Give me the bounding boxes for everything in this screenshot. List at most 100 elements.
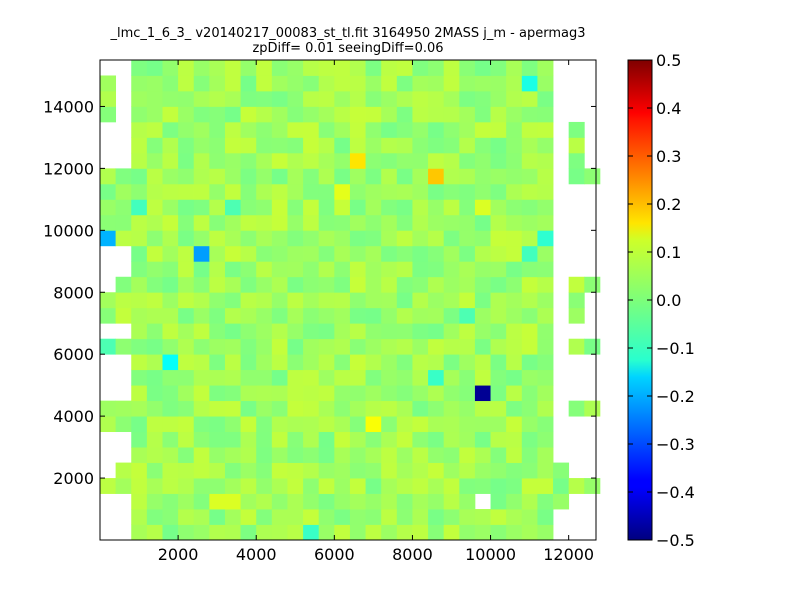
heatmap-cell bbox=[240, 416, 257, 433]
heatmap-cell bbox=[100, 230, 117, 247]
heatmap-cell bbox=[365, 509, 382, 525]
heatmap-cell bbox=[303, 385, 320, 402]
heatmap-cell bbox=[490, 400, 507, 417]
heatmap-cell bbox=[521, 462, 538, 479]
heatmap-cell bbox=[146, 168, 163, 185]
heatmap-cell bbox=[443, 121, 460, 138]
heatmap-cell bbox=[162, 478, 179, 494]
heatmap-cell bbox=[428, 416, 445, 433]
heatmap-cell bbox=[428, 524, 445, 541]
heatmap-cell bbox=[146, 152, 163, 169]
heatmap-cell bbox=[131, 106, 148, 123]
heatmap-cell bbox=[193, 183, 210, 200]
heatmap-cell bbox=[240, 524, 257, 541]
heatmap-cell bbox=[162, 183, 179, 200]
heatmap-cell bbox=[428, 261, 445, 278]
heatmap-cell bbox=[443, 137, 460, 154]
heatmap-cell bbox=[428, 447, 445, 463]
y-axis: 2000 4000 6000 8000 10000 12000 14000 bbox=[43, 97, 596, 488]
heatmap-cell bbox=[428, 431, 445, 448]
heatmap-cell bbox=[506, 354, 523, 371]
heatmap-cell bbox=[146, 75, 163, 92]
heatmap-cell bbox=[537, 369, 554, 386]
heatmap-cell bbox=[256, 90, 273, 107]
heatmap-cell bbox=[428, 292, 445, 309]
heatmap-cell bbox=[443, 369, 460, 386]
heatmap-cell bbox=[459, 261, 476, 278]
heatmap-cell bbox=[474, 152, 491, 169]
heatmap-cell bbox=[396, 447, 413, 463]
heatmap-cell bbox=[443, 338, 460, 355]
heatmap-cell bbox=[224, 183, 241, 200]
heatmap-cell bbox=[162, 524, 179, 541]
heatmap-cell bbox=[209, 323, 226, 340]
heatmap-cell bbox=[349, 338, 366, 355]
heatmap-cell bbox=[100, 338, 117, 355]
heatmap-cell bbox=[428, 478, 445, 494]
heatmap-cell bbox=[537, 261, 554, 278]
heatmap-cell bbox=[349, 261, 366, 278]
heatmap-cell bbox=[287, 307, 304, 324]
heatmap-cell bbox=[349, 90, 366, 107]
heatmap-cell bbox=[396, 354, 413, 371]
heatmap-cell bbox=[459, 137, 476, 154]
heatmap-cell bbox=[162, 292, 179, 309]
heatmap-cell bbox=[178, 509, 195, 525]
heatmap-cell bbox=[131, 369, 148, 386]
colorbar-tick-label: 0.1 bbox=[656, 243, 681, 262]
heatmap-cell bbox=[412, 307, 429, 324]
heatmap-cell bbox=[271, 431, 288, 448]
heatmap-cell bbox=[224, 416, 241, 433]
heatmap-cell bbox=[224, 338, 241, 355]
heatmap-cell bbox=[490, 199, 507, 216]
heatmap-cell bbox=[209, 261, 226, 278]
heatmap-cell bbox=[115, 416, 132, 433]
heatmap-cell bbox=[584, 168, 601, 185]
heatmap-cell bbox=[459, 245, 476, 262]
heatmap-cell bbox=[115, 307, 132, 324]
heatmap-cell bbox=[334, 214, 351, 231]
heatmap-cell bbox=[412, 230, 429, 247]
heatmap-cell bbox=[334, 121, 351, 138]
heatmap-cell bbox=[146, 106, 163, 123]
heatmap-cell bbox=[506, 509, 523, 525]
heatmap-cell bbox=[193, 106, 210, 123]
heatmap-cell bbox=[428, 230, 445, 247]
heatmap-cell bbox=[224, 323, 241, 340]
heatmap-cell bbox=[318, 369, 335, 386]
heatmap-cell bbox=[381, 276, 398, 293]
heatmap-cell bbox=[396, 524, 413, 541]
heatmap-cell bbox=[396, 416, 413, 433]
heatmap-cell bbox=[303, 152, 320, 169]
heatmap-cell bbox=[146, 307, 163, 324]
heatmap-cell bbox=[428, 152, 445, 169]
heatmap-cell bbox=[162, 90, 179, 107]
heatmap-cell bbox=[506, 60, 523, 76]
heatmap-cell bbox=[459, 230, 476, 247]
heatmap-cell bbox=[381, 447, 398, 463]
heatmap-cell bbox=[474, 60, 491, 76]
heatmap-cell bbox=[256, 354, 273, 371]
heatmap-cell bbox=[146, 524, 163, 541]
heatmap-cell bbox=[459, 431, 476, 448]
heatmap-cell bbox=[240, 121, 257, 138]
x-tick-label: 10000 bbox=[465, 545, 516, 564]
heatmap-cell bbox=[474, 509, 491, 525]
heatmap-cell bbox=[490, 307, 507, 324]
heatmap-cell bbox=[131, 400, 148, 417]
heatmap-cell bbox=[303, 462, 320, 479]
heatmap-cell bbox=[193, 292, 210, 309]
heatmap-cell bbox=[303, 214, 320, 231]
heatmap-cell bbox=[443, 354, 460, 371]
heatmap-cell bbox=[256, 75, 273, 92]
heatmap-cell bbox=[365, 354, 382, 371]
heatmap-cell bbox=[349, 323, 366, 340]
heatmap-cell bbox=[412, 137, 429, 154]
heatmap-cell bbox=[115, 168, 132, 185]
heatmap-cell bbox=[318, 230, 335, 247]
heatmap-cell bbox=[256, 276, 273, 293]
heatmap-cell bbox=[428, 307, 445, 324]
heatmap-cell bbox=[506, 261, 523, 278]
heatmap-cell bbox=[287, 276, 304, 293]
heatmap-cell bbox=[240, 152, 257, 169]
